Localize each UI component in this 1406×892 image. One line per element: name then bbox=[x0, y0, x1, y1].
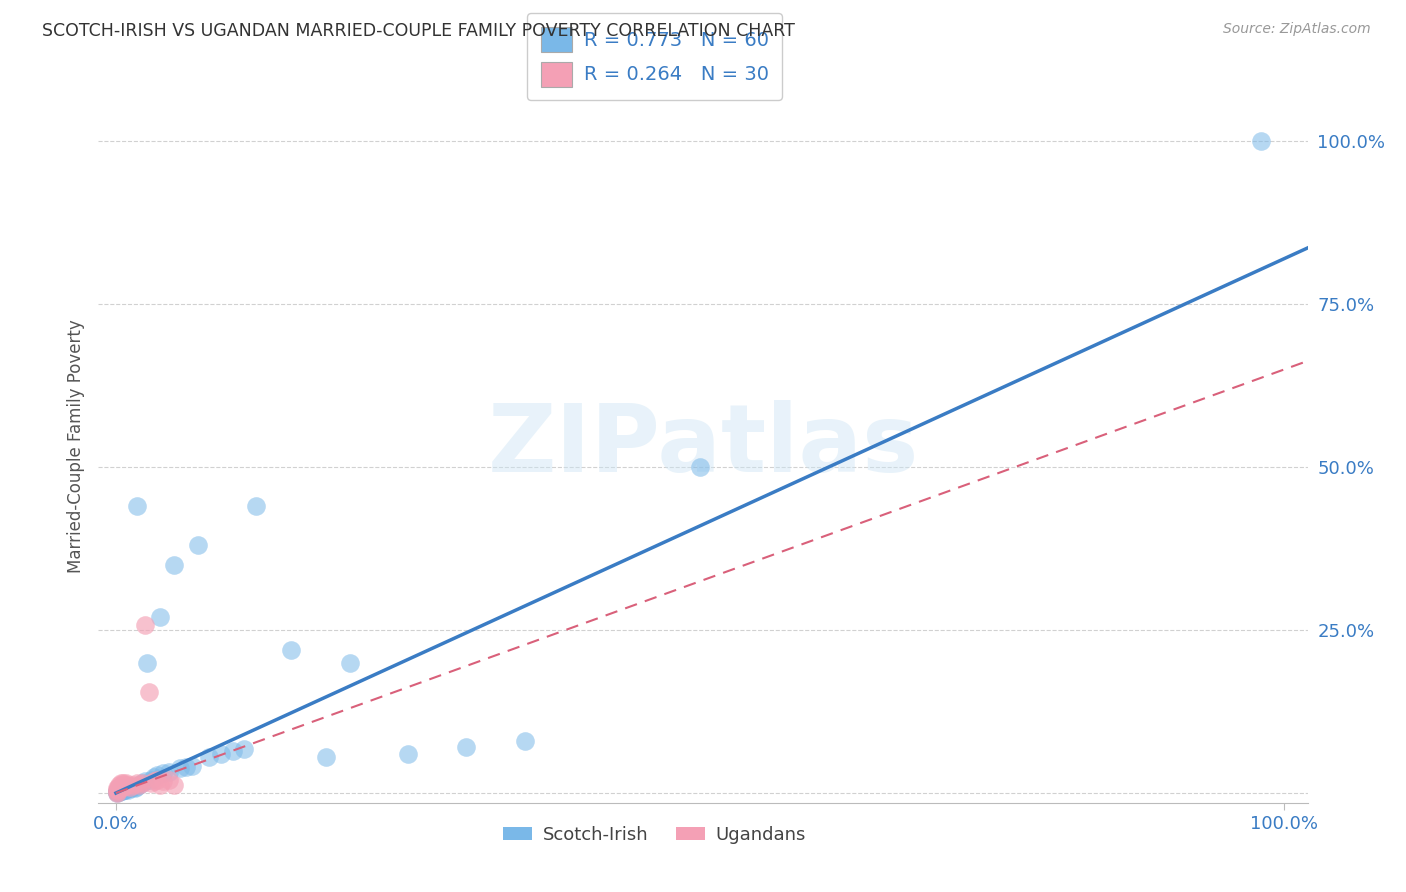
Point bbox=[118, 780, 141, 794]
Point bbox=[143, 770, 166, 784]
Legend: Scotch-Irish, Ugandans: Scotch-Irish, Ugandans bbox=[496, 819, 813, 851]
Point bbox=[187, 538, 209, 552]
Point bbox=[107, 782, 129, 797]
Point bbox=[138, 685, 160, 699]
Point bbox=[108, 782, 131, 797]
Point bbox=[339, 656, 361, 670]
Point bbox=[108, 785, 131, 799]
Point bbox=[122, 780, 145, 794]
Point bbox=[105, 785, 128, 799]
Point bbox=[118, 780, 141, 794]
Point bbox=[111, 782, 134, 797]
Point bbox=[245, 500, 267, 514]
Point bbox=[149, 778, 172, 792]
Point bbox=[108, 780, 131, 794]
Point bbox=[111, 780, 134, 794]
Point bbox=[117, 778, 139, 792]
Point bbox=[122, 778, 145, 792]
Point bbox=[124, 780, 146, 795]
Point bbox=[105, 784, 128, 798]
Point bbox=[149, 610, 172, 624]
Point bbox=[120, 780, 142, 795]
Point bbox=[117, 780, 139, 795]
Point bbox=[198, 750, 221, 764]
Point bbox=[112, 781, 135, 796]
Point bbox=[146, 768, 169, 782]
Point bbox=[108, 778, 131, 792]
Point bbox=[115, 782, 138, 797]
Point bbox=[118, 781, 141, 796]
Point bbox=[280, 642, 302, 657]
Point bbox=[112, 780, 135, 794]
Point bbox=[125, 780, 148, 794]
Point bbox=[146, 772, 169, 787]
Y-axis label: Married-Couple Family Poverty: Married-Couple Family Poverty bbox=[66, 319, 84, 573]
Point bbox=[105, 786, 128, 800]
Point bbox=[111, 782, 134, 797]
Point bbox=[111, 776, 134, 790]
Point bbox=[125, 776, 148, 790]
Point bbox=[209, 747, 232, 761]
Point bbox=[111, 781, 134, 796]
Point bbox=[131, 775, 153, 789]
Point bbox=[136, 656, 159, 670]
Point bbox=[107, 785, 129, 799]
Point bbox=[110, 776, 132, 790]
Point bbox=[115, 776, 138, 790]
Point bbox=[134, 774, 156, 789]
Point bbox=[396, 747, 419, 761]
Point bbox=[163, 778, 186, 792]
Point bbox=[112, 782, 135, 797]
Point bbox=[110, 784, 132, 798]
Point bbox=[107, 785, 129, 799]
Point bbox=[456, 740, 478, 755]
Point bbox=[105, 785, 128, 799]
Text: ZIPatlas: ZIPatlas bbox=[488, 400, 918, 492]
Point bbox=[152, 766, 174, 780]
Point bbox=[139, 772, 162, 787]
Point bbox=[128, 778, 150, 792]
Point bbox=[143, 774, 166, 789]
Point bbox=[180, 758, 202, 772]
Point bbox=[107, 784, 129, 798]
Point bbox=[152, 774, 174, 789]
Point bbox=[114, 782, 136, 797]
Point bbox=[689, 460, 711, 475]
Point bbox=[131, 776, 153, 790]
Point bbox=[163, 558, 186, 572]
Point bbox=[315, 750, 337, 764]
Point bbox=[108, 784, 131, 798]
Text: SCOTCH-IRISH VS UGANDAN MARRIED-COUPLE FAMILY POVERTY CORRELATION CHART: SCOTCH-IRISH VS UGANDAN MARRIED-COUPLE F… bbox=[42, 22, 794, 40]
Point bbox=[139, 776, 162, 790]
Point bbox=[105, 786, 128, 800]
Point bbox=[222, 744, 245, 758]
Point bbox=[128, 778, 150, 792]
Point bbox=[105, 785, 128, 799]
Point bbox=[169, 761, 191, 775]
Point bbox=[1250, 134, 1272, 148]
Point bbox=[107, 780, 129, 795]
Point bbox=[107, 783, 129, 797]
Point bbox=[111, 784, 134, 798]
Point bbox=[114, 778, 136, 792]
Point bbox=[105, 781, 128, 796]
Point bbox=[233, 741, 256, 756]
Point bbox=[157, 765, 180, 780]
Point bbox=[125, 500, 148, 514]
Point bbox=[134, 618, 156, 632]
Point bbox=[111, 783, 134, 797]
Point bbox=[157, 772, 180, 787]
Point bbox=[513, 734, 536, 748]
Point bbox=[174, 760, 197, 774]
Point bbox=[111, 778, 134, 792]
Point bbox=[114, 780, 136, 795]
Text: Source: ZipAtlas.com: Source: ZipAtlas.com bbox=[1223, 22, 1371, 37]
Point bbox=[117, 782, 139, 797]
Point bbox=[105, 783, 128, 797]
Point bbox=[110, 782, 132, 797]
